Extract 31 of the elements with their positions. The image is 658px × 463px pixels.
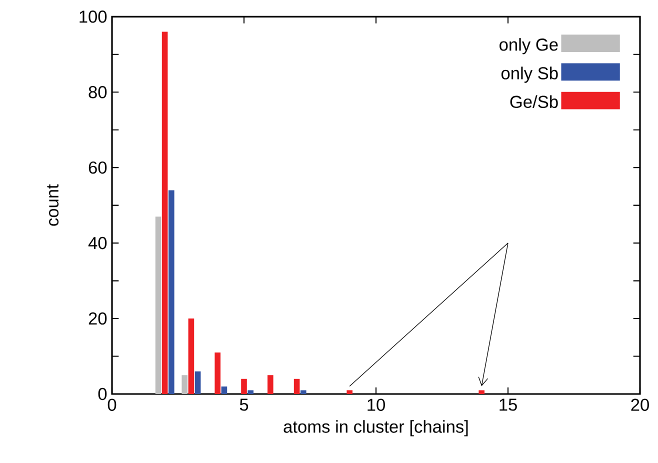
bar <box>221 386 228 394</box>
x-tick-label: 5 <box>240 398 248 411</box>
x-axis-title: atoms in cluster [chains] <box>284 420 468 436</box>
legend-label: Ge/Sb <box>510 95 558 108</box>
legend-label: only Sb <box>501 66 558 83</box>
bar <box>188 318 194 394</box>
x-tick-label: 20 <box>631 398 649 411</box>
legend-label: only Ge <box>500 38 558 54</box>
y-tick-label: 20 <box>88 312 107 325</box>
bar <box>248 390 254 394</box>
bar <box>168 190 174 394</box>
x-tick-label: 0 <box>108 398 116 411</box>
y-tick-label: 80 <box>88 86 107 98</box>
bar <box>268 375 274 394</box>
bar <box>241 378 247 394</box>
y-tick-label: 100 <box>80 10 107 23</box>
bar <box>300 390 306 394</box>
x-tick-label: 10 <box>368 398 385 411</box>
bar <box>294 378 300 394</box>
bar <box>478 390 484 394</box>
bar <box>182 375 188 394</box>
x-tick-label: 15 <box>500 398 517 411</box>
y-axis-title: count <box>47 184 59 226</box>
y-tick-label: 60 <box>88 161 107 174</box>
bar <box>194 371 201 394</box>
bar <box>346 390 353 394</box>
bar <box>162 32 168 394</box>
y-tick-label: 40 <box>88 236 107 250</box>
bar <box>214 352 221 394</box>
bar <box>155 216 162 394</box>
y-tick-label: 0 <box>98 388 107 400</box>
